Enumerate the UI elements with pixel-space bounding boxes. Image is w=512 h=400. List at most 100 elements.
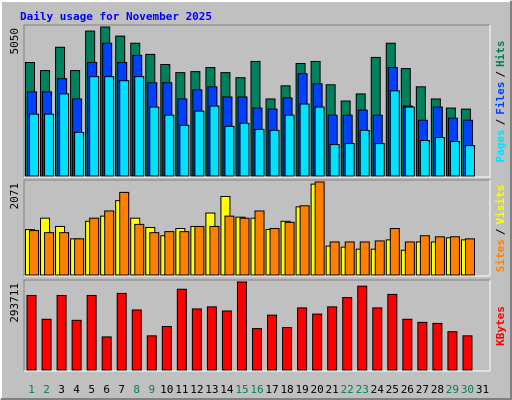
bar — [314, 181, 325, 276]
bar — [449, 236, 460, 276]
x-tick-label: 4 — [73, 383, 80, 396]
x-tick-label: 17 — [265, 383, 278, 396]
x-tick-label: 28 — [431, 383, 444, 396]
panel-border-dark — [23, 24, 490, 177]
x-tick-label: 29 — [446, 383, 459, 396]
bar — [329, 144, 340, 177]
bar — [419, 235, 430, 276]
x-tick-label: 9 — [148, 383, 155, 396]
bar — [221, 310, 232, 371]
bar — [342, 297, 353, 371]
legend-separator: / — [494, 71, 507, 78]
bar — [44, 232, 55, 276]
x-tick-label: 20 — [311, 383, 324, 396]
bar — [74, 131, 85, 177]
bar — [224, 125, 235, 177]
bar — [179, 124, 190, 177]
bar — [26, 294, 37, 371]
bar — [447, 331, 458, 371]
bar — [267, 314, 278, 371]
x-tick-label: 7 — [118, 383, 125, 396]
bar — [357, 285, 368, 371]
x-tick-label: 19 — [295, 383, 308, 396]
bar — [297, 307, 308, 371]
legend: KBytes — [494, 306, 507, 346]
x-tick-label: 21 — [326, 383, 339, 396]
bar — [176, 288, 187, 371]
legend-entry: Hits — [494, 41, 507, 68]
x-tick-label: 31 — [476, 383, 489, 396]
bar — [179, 231, 190, 276]
x-tick-label: 11 — [175, 383, 188, 396]
bar — [59, 232, 70, 276]
bar — [417, 321, 428, 371]
panel-border-light — [24, 280, 491, 372]
legend: Pages / Files / Hits — [494, 41, 507, 163]
bar — [372, 307, 383, 371]
bar — [164, 231, 175, 276]
bar — [314, 106, 325, 177]
bar — [404, 241, 415, 276]
panel-border-light — [24, 25, 491, 178]
bar — [282, 327, 293, 371]
bar — [462, 335, 473, 371]
bar — [209, 225, 220, 276]
bar — [164, 114, 175, 177]
x-tick-label: 25 — [386, 383, 399, 396]
bar — [312, 313, 323, 371]
bar — [194, 225, 205, 276]
x-tick-label: 6 — [103, 383, 110, 396]
bar — [44, 113, 55, 177]
bar — [344, 241, 355, 276]
x-tick-label: 23 — [356, 383, 369, 396]
bar — [432, 322, 443, 371]
x-tick-label: 1 — [28, 383, 35, 396]
bar — [449, 141, 460, 177]
bar — [74, 238, 85, 276]
bar — [101, 336, 112, 371]
legend-entry: KBytes — [494, 306, 507, 346]
bar — [29, 113, 40, 177]
bar — [404, 106, 415, 177]
bar — [389, 90, 400, 177]
y-tick-label: 5050 — [8, 28, 21, 55]
bar — [387, 293, 398, 371]
bar — [236, 281, 247, 371]
panel-border-dark — [23, 279, 490, 371]
legend-entry: Visits — [494, 185, 507, 225]
bar — [389, 228, 400, 276]
chart-title: Daily usage for November 2025 — [20, 10, 212, 23]
bar — [59, 93, 70, 177]
bar — [71, 319, 82, 371]
bar — [269, 129, 280, 177]
x-tick-label: 10 — [160, 383, 173, 396]
x-tick-label: 27 — [416, 383, 429, 396]
legend-separator: / — [494, 118, 507, 125]
x-tick-label: 26 — [401, 383, 414, 396]
x-tick-label: 5 — [88, 383, 95, 396]
bar — [146, 335, 157, 371]
bar — [119, 80, 130, 177]
legend-entry: Sites — [494, 239, 507, 272]
x-tick-label: 2 — [43, 383, 50, 396]
bar — [161, 326, 172, 371]
x-tick-label: 18 — [280, 383, 293, 396]
bar — [41, 318, 52, 371]
bar — [89, 76, 100, 177]
bar — [239, 217, 250, 276]
bar — [56, 294, 67, 371]
bar — [419, 140, 430, 177]
bar — [131, 309, 142, 371]
bar — [327, 306, 338, 371]
bar — [206, 306, 217, 371]
x-tick-label: 13 — [205, 383, 218, 396]
bar — [252, 328, 262, 371]
panel-border-dark — [23, 179, 490, 276]
x-tick-label: 14 — [220, 383, 234, 396]
x-tick-label: 30 — [461, 383, 474, 396]
bar — [359, 129, 370, 177]
bar — [299, 103, 310, 177]
